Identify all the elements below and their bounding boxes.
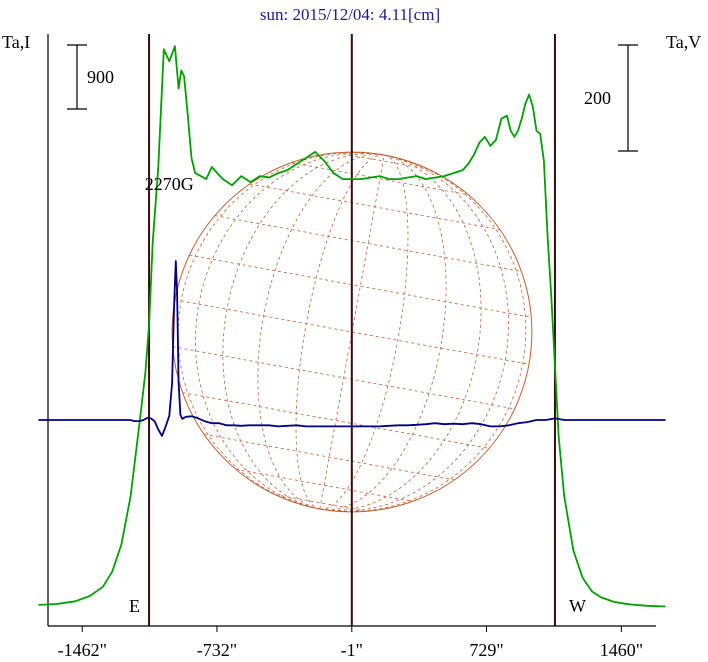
right-scale-bar: 200 <box>584 44 638 152</box>
disk-longitude-line <box>295 154 385 510</box>
scale-bars: 900 200 <box>67 44 638 152</box>
disk-longitude-line <box>222 153 385 510</box>
disk-longitude-line <box>319 154 385 510</box>
x-tick-label: -1462" <box>58 640 107 660</box>
disk-longitude-line <box>319 154 409 510</box>
disk-longitude-line <box>257 153 385 510</box>
x-tick-label: 729" <box>469 640 503 660</box>
right-axis-label: Ta,V <box>666 32 701 52</box>
field-strength-label: 2270G <box>145 174 194 194</box>
chart-title: sun: 2015/12/04: 4.11[cm] <box>260 5 440 24</box>
right-scale-bar-label: 200 <box>584 88 611 108</box>
disk-longitude-line <box>195 152 385 510</box>
disk-longitude-line <box>177 151 385 510</box>
disk-latitude-line <box>214 215 522 272</box>
left-scale-bar: 900 <box>67 44 114 110</box>
stokes-i-line <box>38 45 666 608</box>
disk-latitude-line <box>189 254 532 318</box>
disk-longitude-line <box>319 154 509 512</box>
x-tick-label: 1460" <box>600 640 643 660</box>
left-axis-label: Ta,I <box>2 32 30 52</box>
disk-latitude-line <box>204 433 455 481</box>
stokes-v-line <box>38 260 666 437</box>
disk-latitude-line <box>172 346 515 410</box>
left-scale-bar-label: 900 <box>87 67 114 87</box>
disk-latitude-line <box>182 392 490 449</box>
limb-marker-label: W <box>569 596 586 616</box>
limb-marker-label: E <box>129 596 140 616</box>
x-tick-label: -1" <box>341 640 363 660</box>
series-lines <box>38 45 666 608</box>
x-tick-label: -732" <box>197 640 237 660</box>
disk-latitude-line <box>291 162 469 196</box>
disk-longitude-line <box>319 154 527 513</box>
disk-longitude-line <box>319 154 447 511</box>
annotations: 2270G <box>145 174 194 194</box>
disk-longitude-line <box>319 154 482 511</box>
x-axis-ticks: -1462" -732" -1" 729" 1460" <box>58 626 643 660</box>
